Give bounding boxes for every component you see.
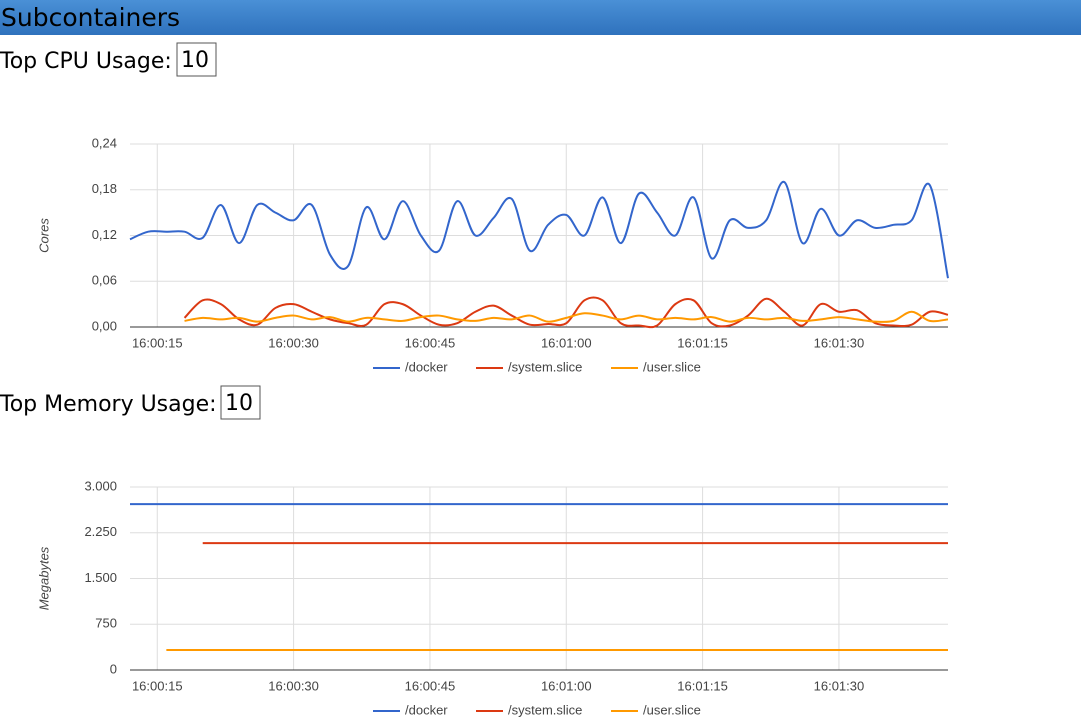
y-tick-label: 3.000 (84, 478, 117, 493)
x-tick-label: 16:00:30 (268, 678, 319, 693)
y-axis-title: Cores (36, 218, 51, 253)
x-tick-label: 16:01:00 (541, 335, 592, 350)
input-box[interactable] (176, 42, 217, 77)
x-tick-label: 16:00:15 (132, 335, 183, 350)
legend-label: /docker (405, 702, 448, 717)
x-tick-label: 16:01:30 (814, 335, 865, 350)
y-axis-title: Megabytes (36, 546, 51, 610)
x-tick-label: 16:00:30 (268, 335, 319, 350)
header-title: Subcontainers (1, 3, 180, 32)
input-value[interactable]: 10 (225, 391, 253, 416)
y-tick-label: 0,00 (92, 318, 117, 333)
data-line (183, 296, 949, 329)
y-tick-label: 0,12 (92, 227, 117, 242)
x-tick-label: 16:00:15 (132, 678, 183, 693)
header-bar (0, 0, 1081, 35)
y-tick-label: 0,18 (92, 181, 117, 196)
control-label: Top CPU Usage: (0, 49, 172, 74)
x-tick-label: 16:00:45 (405, 335, 456, 350)
y-tick-label: 1.500 (84, 570, 117, 585)
x-tick-label: 16:01:30 (814, 678, 865, 693)
y-tick-label: 0 (110, 661, 117, 676)
y-tick-label: 0,06 (92, 273, 117, 288)
data-line (184, 310, 949, 323)
legend-label: /system.slice (508, 359, 582, 374)
x-tick-label: 16:01:15 (677, 335, 728, 350)
input-box[interactable] (220, 385, 261, 420)
legend-label: /docker (405, 359, 448, 374)
input-value[interactable]: 10 (181, 48, 209, 73)
y-tick-label: 0,24 (92, 135, 117, 150)
data-line (129, 181, 949, 279)
x-tick-label: 16:01:15 (677, 678, 728, 693)
y-tick-label: 2.250 (84, 524, 117, 539)
x-tick-label: 16:00:45 (405, 678, 456, 693)
x-tick-label: 16:01:00 (541, 678, 592, 693)
control-label: Top Memory Usage: (0, 392, 217, 417)
legend-label: /user.slice (643, 702, 701, 717)
y-tick-label: 750 (95, 616, 117, 631)
legend-label: /system.slice (508, 702, 582, 717)
legend-label: /user.slice (643, 359, 701, 374)
